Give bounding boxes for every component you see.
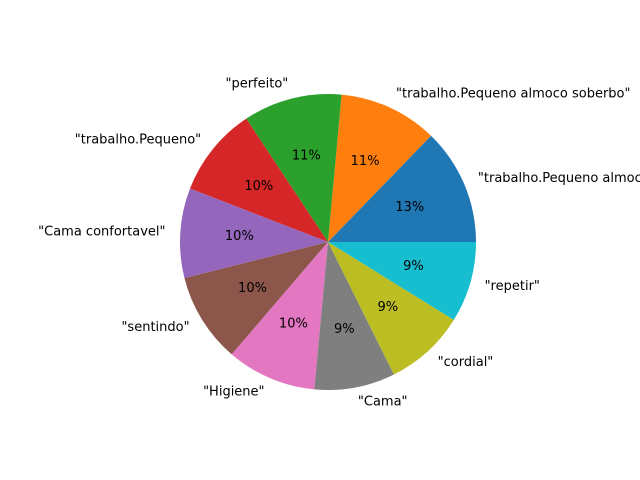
pie-slice-0 xyxy=(328,135,476,242)
pie-slice-8 xyxy=(328,242,454,375)
slice-label-8: "cordial" xyxy=(438,355,494,370)
pie-slices xyxy=(180,94,476,390)
slice-label-1: "trabalho.Pequeno almoco soberbo" xyxy=(396,87,630,102)
slice-percentage-2: 11% xyxy=(292,148,321,163)
slice-percentage-8: 9% xyxy=(378,300,399,315)
slice-percentage-5: 10% xyxy=(238,281,267,296)
slice-percentage-6: 10% xyxy=(279,316,308,331)
slice-label-9: "repetir" xyxy=(485,279,540,294)
slice-percentage-4: 10% xyxy=(225,229,254,244)
slice-label-0: "trabalho.Pequeno almoco soberbo" xyxy=(478,171,640,186)
slice-percentage-3: 10% xyxy=(244,179,273,194)
pie-slice-6 xyxy=(231,242,328,390)
pie-slice-7 xyxy=(314,242,394,390)
slice-label-5: "sentindo" xyxy=(121,320,189,335)
slice-label-7: "Cama" xyxy=(358,395,408,410)
slice-label-6: "Higiene" xyxy=(203,384,264,399)
pie-slice-3 xyxy=(189,118,328,242)
percentage-labels: 13% 11% 11% 10% 10% 10% 10% 9% 9% 9% xyxy=(225,148,424,336)
pie-slice-4 xyxy=(180,188,328,279)
slice-percentage-9: 9% xyxy=(403,259,424,274)
slice-percentage-1: 11% xyxy=(351,154,380,169)
pie-slice-2 xyxy=(246,94,342,242)
slice-label-4: "Cama confortavel" xyxy=(38,224,165,239)
pie-slice-9 xyxy=(328,242,476,320)
slice-labels: "trabalho.Pequeno almoco soberbo" "trabal… xyxy=(38,77,640,410)
slice-label-2: "perfeito" xyxy=(225,77,288,92)
pie-slice-5 xyxy=(184,242,328,355)
slice-percentage-0: 13% xyxy=(395,200,424,215)
pie-slice-1 xyxy=(328,94,432,242)
slice-label-3: "trabalho.Pequeno" xyxy=(75,132,201,147)
slice-percentage-7: 9% xyxy=(334,322,355,337)
